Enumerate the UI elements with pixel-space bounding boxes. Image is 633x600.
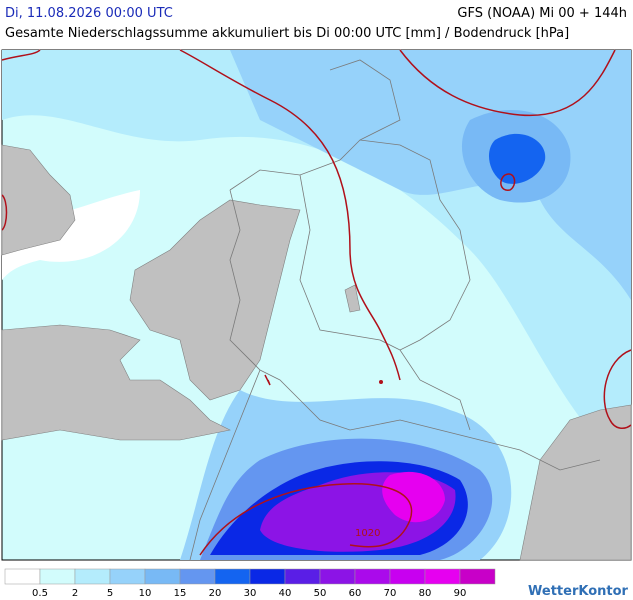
- legend-swatch: [284, 568, 321, 585]
- isobar: [199, 483, 413, 556]
- legend-swatch: [144, 568, 181, 585]
- legend-swatch: [319, 568, 356, 585]
- land: [1, 144, 76, 256]
- land: [129, 199, 301, 401]
- legend-swatch: [4, 568, 41, 585]
- legend-label: 70: [384, 588, 397, 599]
- border: [189, 369, 261, 561]
- legend-label: 40: [279, 588, 292, 599]
- date: Di, 11.08.2026 00:00 UTC: [5, 6, 173, 21]
- pressure-dot: [379, 380, 383, 384]
- legend-swatch: [459, 568, 496, 585]
- land: [1, 324, 231, 441]
- land: [519, 404, 632, 561]
- legend-label: 50: [314, 588, 327, 599]
- isobar: [1, 49, 41, 61]
- land-mask: [1, 144, 632, 561]
- legend-label: 10: [139, 588, 152, 599]
- legend-label: 60: [349, 588, 362, 599]
- model-run: GFS (NOAA) Mi 00 + 144h: [457, 6, 627, 21]
- border: [329, 59, 401, 141]
- legend-label: 90: [454, 588, 467, 599]
- legend-label: 30: [244, 588, 257, 599]
- border: [299, 174, 401, 351]
- legend-label: 15: [174, 588, 187, 599]
- border: [229, 189, 441, 431]
- legend-swatch: [74, 568, 111, 585]
- legend-swatch: [109, 568, 146, 585]
- legend-swatch: [424, 568, 461, 585]
- legend-swatch: [389, 568, 426, 585]
- borders: [189, 59, 601, 561]
- legend-swatch: [39, 568, 76, 585]
- legend-swatch: [179, 568, 216, 585]
- land: [344, 284, 361, 313]
- legend-label: 2: [72, 588, 78, 599]
- isobar: [399, 49, 616, 117]
- legend-label: 0.5: [32, 588, 48, 599]
- border: [439, 429, 601, 471]
- dry-area: [2, 190, 140, 280]
- legend-label: 20: [209, 588, 222, 599]
- isobar: [179, 49, 401, 381]
- legend-label: 80: [419, 588, 432, 599]
- border: [229, 139, 471, 431]
- isobar-label: 1020: [355, 528, 380, 539]
- brand-logo: WetterKontor: [528, 584, 629, 599]
- isobar: [603, 349, 632, 430]
- legend: 0.5 2 5 10 15 20 30 40 50 60 70 80 90: [4, 568, 496, 599]
- isobar: [1, 194, 8, 231]
- legend-swatch: [249, 568, 286, 585]
- isobar: [264, 374, 271, 386]
- isobar: [500, 173, 516, 191]
- legend-swatch: [214, 568, 251, 585]
- legend-label: 5: [107, 588, 113, 599]
- map-title: Gesamte Niederschlagssumme akkumuliert b…: [5, 26, 570, 41]
- precip-core: [488, 133, 546, 184]
- precip-core: [382, 471, 445, 523]
- isobars: [1, 49, 632, 556]
- legend-swatch: [354, 568, 391, 585]
